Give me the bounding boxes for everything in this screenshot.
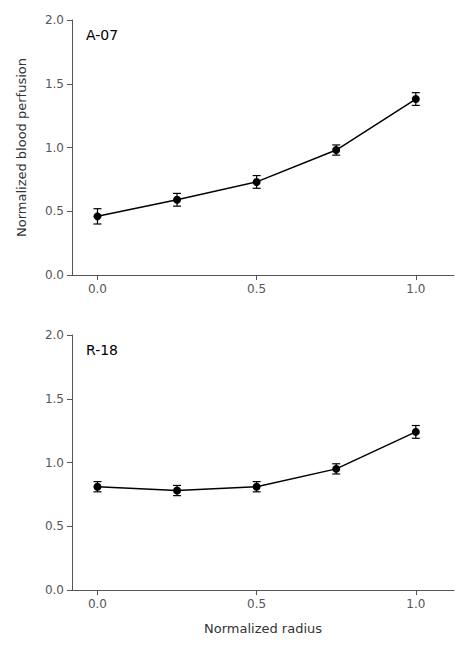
svg-text:1.0: 1.0 bbox=[45, 456, 64, 470]
svg-text:R-18: R-18 bbox=[86, 342, 118, 358]
svg-text:2.0: 2.0 bbox=[45, 13, 64, 27]
svg-text:0.0: 0.0 bbox=[88, 282, 107, 296]
svg-text:1.5: 1.5 bbox=[45, 77, 64, 91]
svg-text:Normalized blood perfusion: Normalized blood perfusion bbox=[14, 58, 29, 237]
svg-text:A-07: A-07 bbox=[86, 27, 118, 43]
svg-text:0.0: 0.0 bbox=[45, 268, 64, 282]
svg-text:0.5: 0.5 bbox=[45, 204, 64, 218]
svg-text:Normalized radius: Normalized radius bbox=[204, 621, 322, 636]
svg-text:1.5: 1.5 bbox=[45, 392, 64, 406]
svg-text:0.5: 0.5 bbox=[45, 519, 64, 533]
svg-text:1.0: 1.0 bbox=[406, 597, 425, 611]
svg-text:0.0: 0.0 bbox=[45, 583, 64, 597]
svg-text:1.0: 1.0 bbox=[45, 141, 64, 155]
svg-text:2.0: 2.0 bbox=[45, 328, 64, 342]
svg-text:0.5: 0.5 bbox=[247, 597, 266, 611]
svg-text:0.5: 0.5 bbox=[247, 282, 266, 296]
svg-text:0.0: 0.0 bbox=[88, 597, 107, 611]
svg-text:1.0: 1.0 bbox=[406, 282, 425, 296]
